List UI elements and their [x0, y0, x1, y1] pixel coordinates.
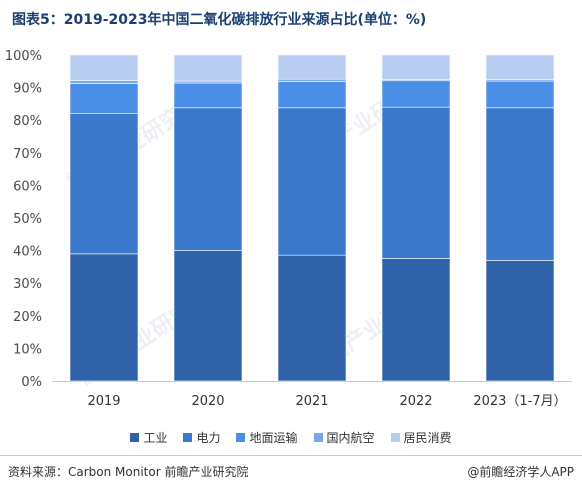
legend-label: 工业 [143, 431, 168, 445]
y-tick-label: 10% [13, 342, 42, 357]
legend-label: 电力 [196, 431, 221, 445]
legend-label: 国内航空 [326, 431, 375, 445]
chart-title: 图表5：2019-2023年中国二氧化碳排放行业来源占比(单位：%) [12, 12, 427, 28]
legend-swatch [390, 433, 400, 442]
bar-segment [485, 107, 555, 261]
x-tick-label: 2020 [191, 394, 224, 409]
y-tick-label: 0% [21, 375, 42, 390]
bar-segment [381, 80, 451, 108]
source-note: 资料来源：Carbon Monitor 前瞻产业研究院 [8, 465, 249, 479]
legend-label: 居民消费 [403, 431, 452, 445]
y-tick-label: 100% [5, 49, 42, 64]
bar-segment [69, 253, 139, 382]
bar-segment [69, 54, 139, 81]
bar-segment [277, 81, 347, 109]
legend-swatch [130, 433, 140, 442]
y-tick-label: 50% [13, 212, 42, 227]
legend-item: 工业 [130, 429, 167, 446]
legend-item: 电力 [183, 429, 220, 446]
y-tick-label: 30% [13, 277, 42, 292]
stacked-bar-chart: 0% 10% 20% 30% 40% 50% 60% 70% 80% 90% 100% 2019 202… [5, 49, 572, 409]
legend-label: 地面运输 [249, 431, 298, 445]
bar-segment [381, 54, 451, 80]
legend-item: 地面运输 [236, 429, 298, 446]
bar-segment [173, 54, 243, 82]
bar-segment [381, 258, 451, 382]
bar-segment [485, 54, 555, 80]
brand-credit: @前瞻经济学人APP [467, 465, 574, 479]
bar-segment [485, 260, 555, 382]
bar-segment [277, 54, 347, 80]
y-tick-label: 70% [13, 147, 42, 162]
legend-swatch [236, 433, 246, 442]
x-tick-label: 2019 [87, 394, 120, 409]
bar-segment [381, 106, 451, 259]
bar-segment [277, 254, 347, 382]
y-tick-label: 90% [13, 82, 42, 97]
x-tick-label: 2021 [295, 394, 328, 409]
legend-item: 居民消费 [390, 429, 452, 446]
bar-segment [277, 78, 347, 82]
y-tick-label: 20% [13, 310, 42, 325]
footer-divider [0, 455, 582, 456]
x-tick-label: 2023（1-7月） [473, 394, 566, 409]
bar-segment [485, 80, 555, 109]
chart-legend: 工业 电力 地面运输 国内航空 居民消费 [0, 429, 582, 446]
bar-segment [69, 113, 139, 255]
bar-segment [173, 82, 243, 109]
legend-swatch [313, 433, 323, 442]
bar-segment [173, 250, 243, 382]
y-tick-label: 40% [13, 245, 42, 260]
legend-swatch [183, 433, 193, 442]
legend-item: 国内航空 [313, 429, 375, 446]
y-tick-label: 60% [13, 179, 42, 194]
bar-segment [69, 80, 139, 84]
x-tick-label: 2022 [399, 394, 432, 409]
bar-segment [69, 83, 139, 114]
y-tick-label: 80% [13, 114, 42, 129]
bar-segment [277, 107, 347, 256]
bar-segment [173, 107, 243, 251]
